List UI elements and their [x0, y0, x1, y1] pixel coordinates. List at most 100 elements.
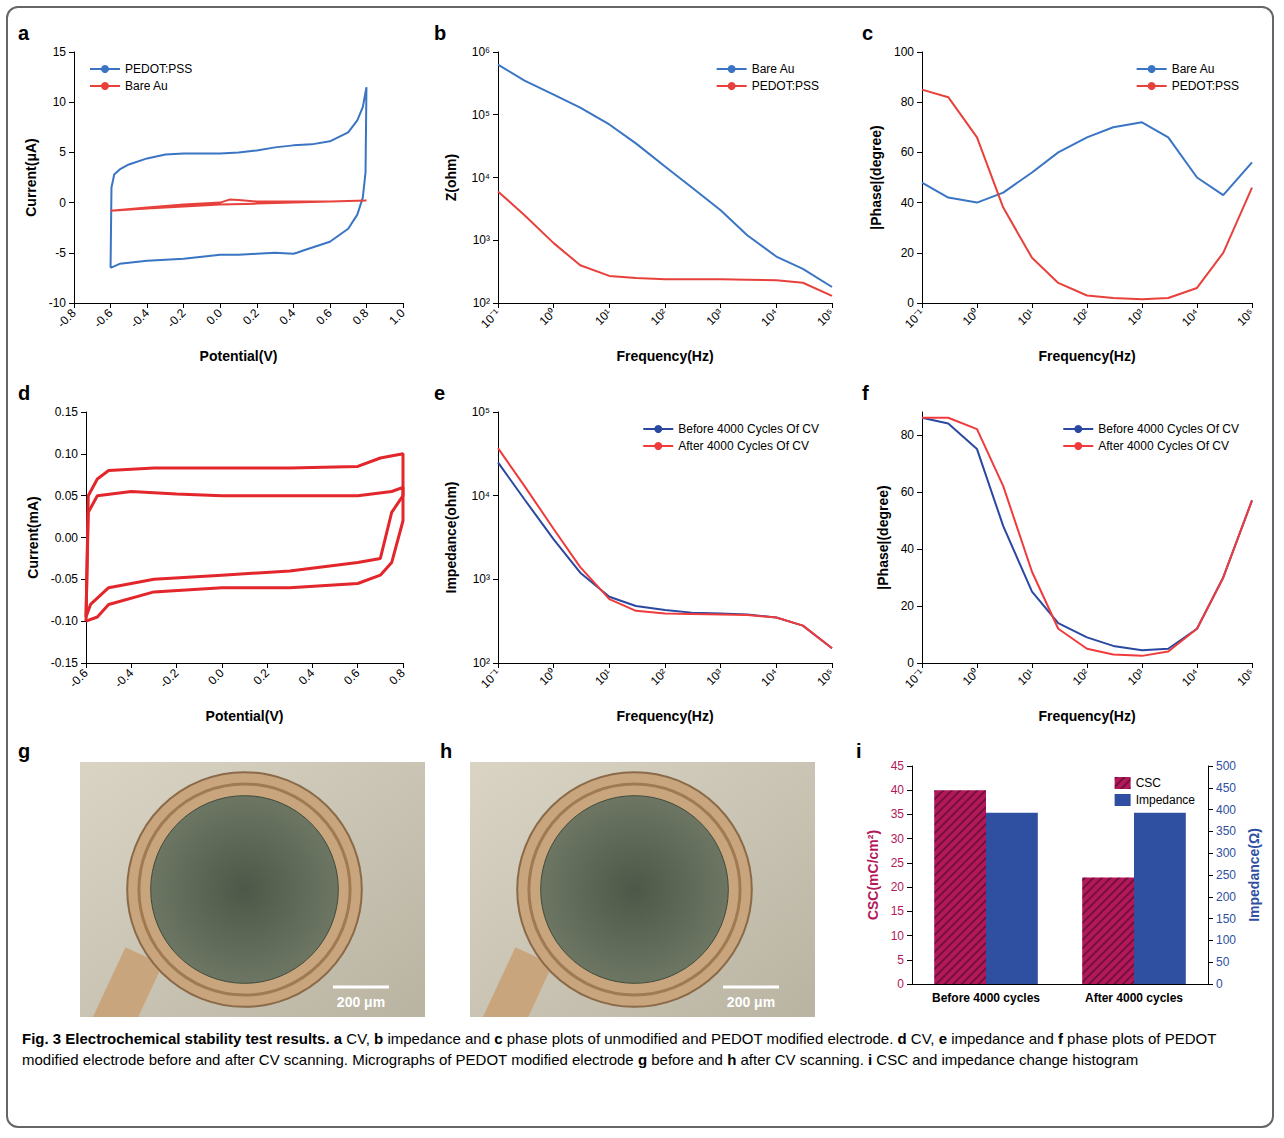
svg-text:Frequency(Hz): Frequency(Hz)	[616, 708, 713, 724]
svg-text:10⁰: 10⁰	[536, 306, 558, 328]
svg-text:-0.8: -0.8	[54, 306, 79, 331]
svg-text:10⁰: 10⁰	[960, 666, 982, 688]
svg-text:0.8: 0.8	[350, 306, 372, 328]
svg-text:CSC(mC/cm²): CSC(mC/cm²)	[865, 830, 881, 920]
svg-text:40: 40	[891, 783, 905, 797]
svg-text:10¹: 10¹	[592, 666, 614, 688]
svg-text:-0.15: -0.15	[51, 656, 79, 670]
svg-text:10⁶: 10⁶	[472, 45, 490, 59]
svg-text:0.10: 0.10	[55, 447, 79, 461]
svg-text:0.0: 0.0	[203, 306, 225, 328]
svg-text:Current(mA): Current(mA)	[25, 496, 41, 578]
svg-text:10⁴: 10⁴	[1179, 666, 1202, 689]
svg-text:-0.2: -0.2	[164, 306, 189, 331]
svg-text:150: 150	[1216, 912, 1236, 926]
svg-text:0.6: 0.6	[313, 306, 335, 328]
svg-text:0: 0	[907, 656, 914, 670]
svg-text:Impedance(ohm): Impedance(ohm)	[443, 481, 459, 593]
svg-text:Bare Au: Bare Au	[752, 62, 795, 76]
svg-text:300: 300	[1216, 846, 1236, 860]
svg-text:100: 100	[894, 45, 914, 59]
svg-text:15: 15	[891, 904, 905, 918]
svg-text:10⁵: 10⁵	[1234, 666, 1257, 689]
svg-text:10⁻¹: 10⁻¹	[902, 306, 927, 331]
svg-text:-0.10: -0.10	[51, 614, 79, 628]
svg-text:60: 60	[901, 145, 915, 159]
svg-text:5: 5	[59, 145, 66, 159]
svg-text:10³: 10³	[1125, 306, 1147, 328]
svg-text:Current(μA): Current(μA)	[23, 138, 39, 217]
svg-text:10⁻¹: 10⁻¹	[478, 306, 503, 331]
svg-text:0: 0	[907, 296, 914, 310]
svg-text:Bare Au: Bare Au	[1172, 62, 1215, 76]
svg-text:10¹: 10¹	[1015, 306, 1037, 328]
svg-text:Frequency(Hz): Frequency(Hz)	[1038, 348, 1135, 364]
svg-text:|Phase|(degree): |Phase|(degree)	[875, 485, 891, 589]
svg-text:10²: 10²	[1070, 666, 1092, 688]
svg-text:-0.4: -0.4	[128, 306, 153, 331]
svg-text:Before 4000 cycles: Before 4000 cycles	[932, 991, 1040, 1005]
svg-text:Bare Au: Bare Au	[125, 79, 168, 93]
svg-text:60: 60	[901, 485, 915, 499]
svg-text:350: 350	[1216, 824, 1236, 838]
svg-text:-10: -10	[49, 296, 67, 310]
svg-text:-0.4: -0.4	[112, 666, 137, 691]
svg-text:-0.6: -0.6	[66, 666, 91, 691]
svg-text:10⁻¹: 10⁻¹	[478, 666, 503, 691]
svg-text:5: 5	[897, 953, 904, 967]
svg-text:1.0: 1.0	[386, 306, 408, 328]
svg-text:0: 0	[59, 196, 66, 210]
svg-text:10⁵: 10⁵	[814, 666, 837, 689]
svg-text:10: 10	[891, 929, 905, 943]
svg-text:15: 15	[53, 45, 67, 59]
svg-text:10⁰: 10⁰	[960, 306, 982, 328]
svg-text:10³: 10³	[703, 666, 725, 688]
svg-text:10¹: 10¹	[1015, 666, 1037, 688]
svg-text:0.2: 0.2	[250, 666, 272, 688]
svg-text:-5: -5	[55, 246, 66, 260]
svg-text:After 4000 Cycles Of CV: After 4000 Cycles Of CV	[1098, 439, 1229, 453]
svg-text:10⁴: 10⁴	[1179, 306, 1202, 329]
svg-text:10³: 10³	[1125, 666, 1147, 688]
svg-text:PEDOT:PSS: PEDOT:PSS	[752, 79, 819, 93]
svg-text:40: 40	[901, 542, 915, 556]
svg-text:Z(ohm): Z(ohm)	[443, 154, 459, 201]
svg-text:10⁰: 10⁰	[536, 666, 558, 688]
svg-text:Before 4000 Cycles Of CV: Before 4000 Cycles Of CV	[1098, 422, 1239, 436]
svg-text:10⁴: 10⁴	[471, 489, 490, 503]
svg-text:0: 0	[897, 977, 904, 991]
svg-text:250: 250	[1216, 868, 1236, 882]
svg-text:80: 80	[901, 428, 915, 442]
svg-text:10⁵: 10⁵	[472, 405, 490, 419]
svg-text:10¹: 10¹	[592, 306, 614, 328]
svg-text:10³: 10³	[473, 233, 490, 247]
svg-text:0.6: 0.6	[341, 666, 363, 688]
svg-text:0.00: 0.00	[55, 531, 79, 545]
svg-text:10²: 10²	[473, 656, 490, 670]
svg-text:20: 20	[901, 246, 915, 260]
svg-text:0.15: 0.15	[55, 405, 79, 419]
svg-text:Impedance: Impedance	[1136, 793, 1196, 807]
svg-text:100: 100	[1216, 933, 1236, 947]
svg-text:10⁵: 10⁵	[1234, 306, 1257, 329]
svg-text:10²: 10²	[648, 666, 670, 688]
svg-text:Potential(V): Potential(V)	[200, 348, 278, 364]
svg-text:Before 4000 Cycles Of CV: Before 4000 Cycles Of CV	[678, 422, 819, 436]
svg-text:|Phase|(degree): |Phase|(degree)	[868, 125, 884, 229]
svg-text:0.05: 0.05	[55, 489, 79, 503]
svg-text:CSC: CSC	[1136, 776, 1162, 790]
svg-text:25: 25	[891, 856, 905, 870]
svg-text:10²: 10²	[648, 306, 670, 328]
svg-text:10⁴: 10⁴	[758, 666, 781, 689]
svg-text:-0.05: -0.05	[51, 572, 79, 586]
svg-text:450: 450	[1216, 781, 1236, 795]
svg-text:Potential(V): Potential(V)	[206, 708, 284, 724]
svg-text:Frequency(Hz): Frequency(Hz)	[1038, 708, 1135, 724]
svg-text:50: 50	[1216, 955, 1230, 969]
svg-text:40: 40	[901, 196, 915, 210]
svg-text:200 μm: 200 μm	[727, 994, 775, 1010]
svg-text:10⁵: 10⁵	[814, 306, 837, 329]
svg-text:PEDOT:PSS: PEDOT:PSS	[1172, 79, 1239, 93]
svg-text:0.8: 0.8	[386, 666, 408, 688]
svg-text:-0.6: -0.6	[91, 306, 116, 331]
